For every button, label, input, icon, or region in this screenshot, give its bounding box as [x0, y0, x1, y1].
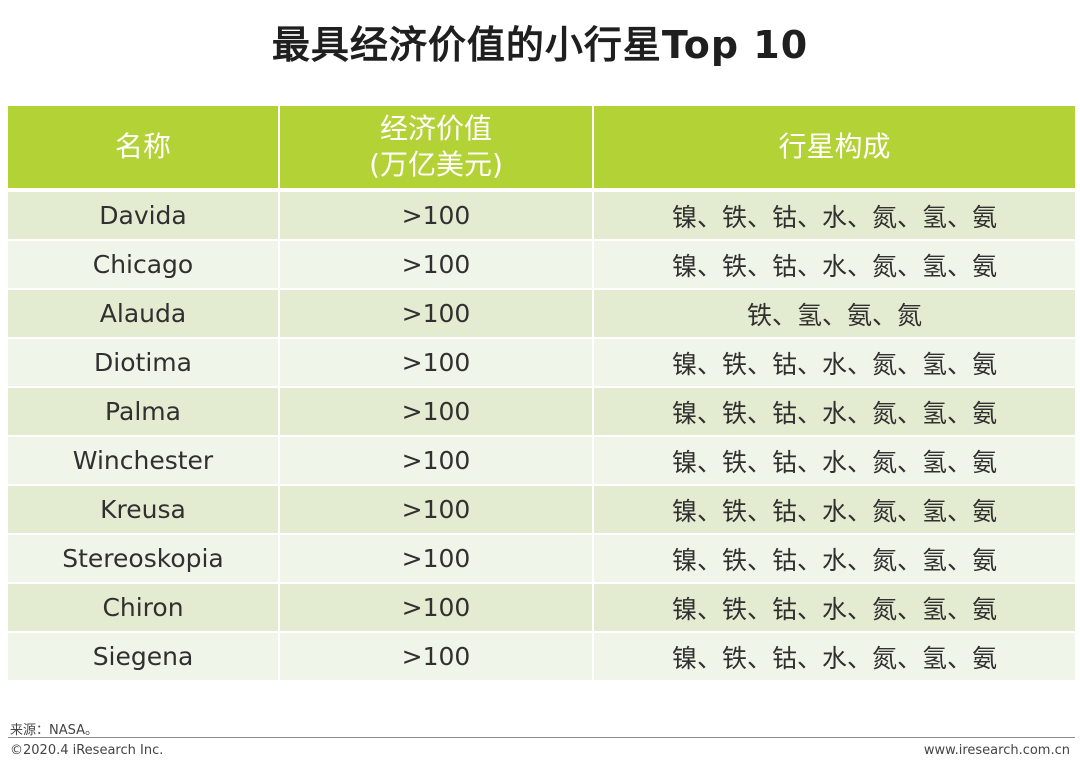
cell-name: Alauda [8, 290, 280, 339]
table-row: Stereoskopia >100 镍、铁、钴、水、氮、氢、氨 [8, 535, 1075, 584]
table-row: Winchester >100 镍、铁、钴、水、氮、氢、氨 [8, 437, 1075, 486]
table-row: Davida >100 镍、铁、钴、水、氮、氢、氨 [8, 192, 1075, 241]
table-row: Chiron >100 镍、铁、钴、水、氮、氢、氨 [8, 584, 1075, 633]
footer-divider [8, 737, 1075, 738]
cell-name: Winchester [8, 437, 280, 486]
cell-composition: 镍、铁、钴、水、氮、氢、氨 [594, 241, 1075, 290]
table-header-row: 名称 经济价值 (万亿美元) 行星构成 [8, 106, 1075, 192]
cell-composition: 镍、铁、钴、水、氮、氢、氨 [594, 437, 1075, 486]
table-row: Kreusa >100 镍、铁、钴、水、氮、氢、氨 [8, 486, 1075, 535]
table-body: Davida >100 镍、铁、钴、水、氮、氢、氨 Chicago >100 镍… [8, 192, 1075, 682]
cell-composition: 镍、铁、钴、水、氮、氢、氨 [594, 535, 1075, 584]
cell-composition: 镍、铁、钴、水、氮、氢、氨 [594, 633, 1075, 682]
header-value: 经济价值 (万亿美元) [280, 106, 594, 192]
cell-name: Siegena [8, 633, 280, 682]
cell-composition: 铁、氢、氨、氮 [594, 290, 1075, 339]
cell-name: Davida [8, 192, 280, 241]
website-text: www.iresearch.com.cn [923, 743, 1070, 758]
header-name: 名称 [8, 106, 280, 192]
header-value-line1: 经济价值 [379, 112, 492, 145]
header-composition: 行星构成 [594, 106, 1075, 192]
copyright-text: ©2020.4 iResearch Inc. [10, 743, 164, 758]
cell-name: Chiron [8, 584, 280, 633]
cell-value: >100 [280, 535, 594, 584]
header-value-line2: (万亿美元) [369, 148, 503, 181]
cell-name: Stereoskopia [8, 535, 280, 584]
asteroid-table: 名称 经济价值 (万亿美元) 行星构成 Davida >100 镍、铁、钴、水、… [8, 106, 1075, 682]
table-row: Siegena >100 镍、铁、钴、水、氮、氢、氨 [8, 633, 1075, 682]
source-note: 来源：NASA。 [10, 723, 99, 738]
cell-composition: 镍、铁、钴、水、氮、氢、氨 [594, 584, 1075, 633]
cell-composition: 镍、铁、钴、水、氮、氢、氨 [594, 486, 1075, 535]
table-row: Chicago >100 镍、铁、钴、水、氮、氢、氨 [8, 241, 1075, 290]
page-title: 最具经济价值的小行星Top 10 [271, 23, 809, 67]
cell-name: Diotima [8, 339, 280, 388]
cell-name: Palma [8, 388, 280, 437]
cell-value: >100 [280, 241, 594, 290]
cell-value: >100 [280, 437, 594, 486]
cell-value: >100 [280, 388, 594, 437]
cell-name: Chicago [8, 241, 280, 290]
cell-composition: 镍、铁、钴、水、氮、氢、氨 [594, 192, 1075, 241]
cell-value: >100 [280, 290, 594, 339]
cell-value: >100 [280, 633, 594, 682]
cell-name: Kreusa [8, 486, 280, 535]
table-row: Alauda >100 铁、氢、氨、氮 [8, 290, 1075, 339]
cell-value: >100 [280, 584, 594, 633]
cell-composition: 镍、铁、钴、水、氮、氢、氨 [594, 339, 1075, 388]
cell-composition: 镍、铁、钴、水、氮、氢、氨 [594, 388, 1075, 437]
table-row: Palma >100 镍、铁、钴、水、氮、氢、氨 [8, 388, 1075, 437]
table-row: Diotima >100 镍、铁、钴、水、氮、氢、氨 [8, 339, 1075, 388]
cell-value: >100 [280, 339, 594, 388]
cell-value: >100 [280, 486, 594, 535]
cell-value: >100 [280, 192, 594, 241]
